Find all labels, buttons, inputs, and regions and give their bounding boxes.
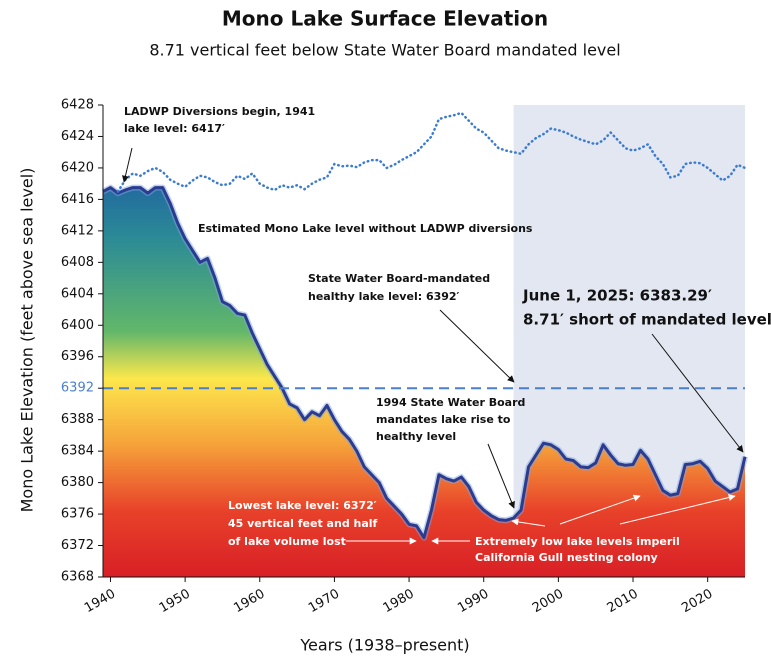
y-tick-label: 6404: [61, 286, 94, 301]
y-tick-label: 6424: [61, 129, 94, 144]
area-fill: [103, 187, 745, 577]
plot-area: 6368 6372 6376 6380 6384 6388 6392 6396 6400 6404…: [61, 98, 771, 617]
chart-subtitle: 8.71 vertical feet below State Water Boa…: [149, 41, 620, 60]
annotation-arrow: [559, 494, 641, 525]
x-tick-label: 1980: [381, 587, 417, 617]
x-tick-label: 1960: [231, 587, 267, 617]
annotation: State Water Board-mandated: [308, 272, 490, 285]
annotation-arrow: [487, 443, 515, 509]
x-tick-label: 2010: [605, 587, 641, 617]
x-axis-label: Years (1938–present): [299, 636, 469, 655]
y-tick-label: 6368: [61, 570, 94, 585]
x-tick-label: 2000: [530, 587, 566, 617]
annotation: lake level: 6417′: [124, 122, 225, 135]
x-tick-label: 2020: [679, 587, 715, 617]
annotation-arrow: [619, 494, 736, 525]
annotation-arrow: [511, 518, 546, 527]
annotation: healthy level: [376, 430, 456, 443]
x-tick-label: 1990: [455, 587, 491, 617]
annotation-arrow: [439, 309, 515, 383]
y-tick-label: 6392: [61, 381, 94, 396]
annotation: 8.71′ short of mandated level: [523, 311, 771, 329]
y-tick-label: 6388: [61, 412, 94, 427]
annotation-arrow: [651, 333, 744, 453]
y-axis-label: Mono Lake Elevation (feet above sea leve…: [18, 168, 37, 513]
annotation: healthy lake level: 6392′: [308, 290, 460, 303]
annotation: June 1, 2025: 6383.29′: [522, 287, 712, 305]
annotation-arrow: [122, 147, 133, 183]
x-tick-label: 1950: [157, 587, 193, 617]
y-tick-label: 6428: [61, 98, 94, 113]
annotation: of lake volume lost: [228, 535, 346, 548]
y-tick-label: 6376: [61, 507, 94, 522]
y-tick-label: 6380: [61, 475, 94, 490]
annotation: Lowest lake level: 6372′: [228, 499, 377, 512]
annotation: California Gull nesting colony: [475, 551, 658, 564]
series-line: [102, 186, 747, 540]
x-tick-label: 1940: [82, 587, 118, 617]
y-tick-label: 6420: [61, 160, 94, 175]
y-tick-label: 6384: [61, 444, 94, 459]
y-tick-label: 6412: [61, 223, 94, 238]
series-dotted-line: [116, 111, 747, 193]
y-tick-label: 6400: [61, 318, 94, 333]
annotation: 45 vertical feet and half: [228, 517, 378, 530]
x-tick-label: 1970: [306, 587, 342, 617]
annotation: Extremely low lake levels imperil: [475, 535, 680, 548]
y-tick-label: 6396: [61, 349, 94, 364]
annotation: Estimated Mono Lake level without LADWP …: [198, 222, 533, 235]
annotation: 1994 State Water Board: [376, 396, 525, 409]
y-tick-label: 6416: [61, 192, 94, 207]
y-tick-label: 6372: [61, 538, 94, 553]
annotation: LADWP Diversions begin, 1941: [124, 105, 315, 118]
annotation: mandates lake rise to: [376, 413, 511, 426]
chart-title: Mono Lake Surface Elevation: [222, 7, 548, 31]
y-tick-label: 6408: [61, 255, 94, 270]
